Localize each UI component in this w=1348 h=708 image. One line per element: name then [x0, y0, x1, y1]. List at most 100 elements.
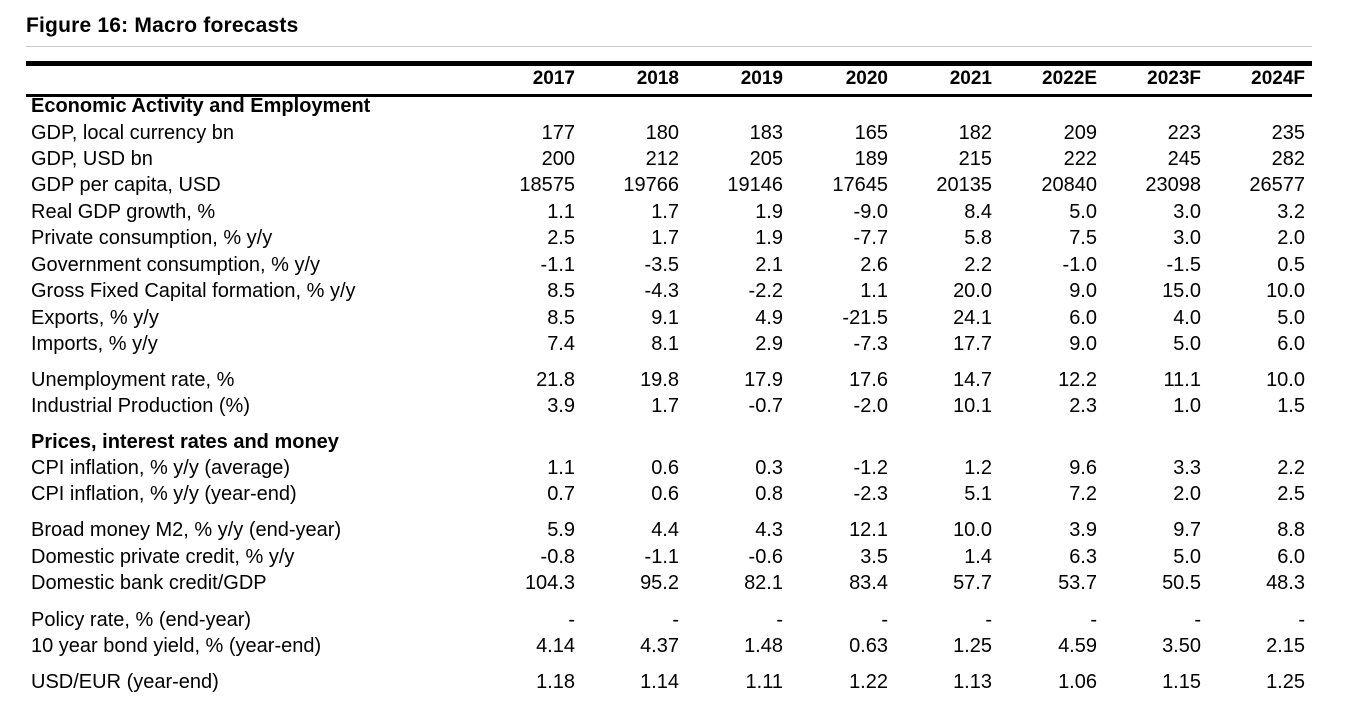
row-label: Policy rate, % (end-year) — [31, 609, 252, 631]
table-row: Exports, % y/y 8.5 9.1 4.9 -21.5 24.1 6.0 4.0 5.… — [0, 307, 1348, 333]
table-cell: -0.8 — [540, 546, 575, 568]
table-cell: 177 — [541, 122, 575, 144]
table-cell: -0.7 — [748, 395, 783, 417]
table-row: GDP, USD bn 200 212 205 189 215 222 245 282 — [0, 148, 1348, 174]
table-cell: 4.14 — [536, 635, 575, 657]
table-cell: 3.50 — [1162, 635, 1201, 657]
table-cell: 1.15 — [1162, 671, 1201, 693]
table-cell: 20135 — [936, 174, 992, 196]
table-cell: 23098 — [1145, 174, 1201, 196]
title-divider — [26, 46, 1312, 47]
table-cell: -2.2 — [748, 280, 783, 302]
row-label: Unemployment rate, % — [31, 369, 235, 391]
table-row: 10 year bond yield, % (year-end) 4.14 4.37… — [0, 635, 1348, 661]
table-cell: - — [1090, 609, 1097, 631]
table-cell: 8.8 — [1277, 519, 1305, 541]
table-cell: -1.1 — [644, 546, 679, 568]
table-cell: 2.6 — [860, 254, 888, 276]
year-header-2023f: 2023F — [1147, 68, 1201, 89]
table-row: Imports, % y/y 7.4 8.1 2.9 -7.3 17.7 9.0 5.0 6.0 — [0, 333, 1348, 359]
table-cell: 18575 — [519, 174, 575, 196]
table-cell: 1.25 — [1266, 671, 1305, 693]
table-cell: - — [881, 609, 888, 631]
year-header-2020: 2020 — [845, 68, 888, 89]
table-cell: 222 — [1063, 148, 1097, 170]
table-cell: -7.7 — [853, 227, 888, 249]
row-label: Broad money M2, % y/y (end-year) — [31, 519, 342, 541]
table-cell: 1.25 — [953, 635, 992, 657]
row-label: GDP per capita, USD — [31, 174, 221, 196]
table-cell: 8.5 — [547, 307, 575, 329]
year-header-2022e: 2022E — [1042, 68, 1097, 89]
row-label: GDP, local currency bn — [31, 122, 235, 144]
table-cell: 19146 — [727, 174, 783, 196]
table-cell: 235 — [1271, 122, 1305, 144]
table-cell: 1.0 — [1173, 395, 1201, 417]
table-cell: 0.7 — [547, 483, 575, 505]
table-cell: 5.0 — [1069, 201, 1097, 223]
table-row: GDP, local currency bn 177 180 183 165 182 209… — [0, 122, 1348, 148]
table-cell: 8.4 — [964, 201, 992, 223]
table-cell: 5.1 — [964, 483, 992, 505]
table-cell: 0.5 — [1277, 254, 1305, 276]
table-cell: 5.0 — [1173, 546, 1201, 568]
table-cell: 5.8 — [964, 227, 992, 249]
table-cell: - — [672, 609, 679, 631]
table-cell: 17.9 — [744, 369, 783, 391]
table-cell: 245 — [1167, 148, 1201, 170]
table-row: USD/EUR (year-end) 1.18 1.14 1.11 1.22 1.13 1.… — [0, 671, 1348, 697]
table-cell: 7.5 — [1069, 227, 1097, 249]
table-cell: 1.48 — [744, 635, 783, 657]
table-cell: 1.2 — [964, 457, 992, 479]
table-cell: 4.9 — [755, 307, 783, 329]
table-cell: 0.63 — [849, 635, 888, 657]
table-cell: 9.7 — [1173, 519, 1201, 541]
table-cell: 1.11 — [745, 671, 783, 693]
table-cell: 9.6 — [1069, 457, 1097, 479]
table-cell: 2.2 — [964, 254, 992, 276]
table-row: Broad money M2, % y/y (end-year) 5.9 4.4 4.… — [0, 519, 1348, 545]
table-cell: - — [1298, 609, 1305, 631]
table-cell: 282 — [1271, 148, 1305, 170]
table-cell: 215 — [958, 148, 992, 170]
table-cell: 180 — [645, 122, 679, 144]
table-cell: 24.1 — [953, 307, 992, 329]
table-cell: 1.4 — [964, 546, 992, 568]
table-cell: -2.3 — [853, 483, 888, 505]
year-header-2018: 2018 — [636, 68, 679, 89]
table-cell: 4.0 — [1173, 307, 1201, 329]
table-cell: 26577 — [1249, 174, 1305, 196]
table-cell: 6.0 — [1277, 333, 1305, 355]
table-cell: 1.14 — [640, 671, 679, 693]
table-row: CPI inflation, % y/y (year-end) 0.7 0.6 0.8… — [0, 483, 1348, 509]
table-cell: 4.37 — [640, 635, 679, 657]
table-cell: - — [776, 609, 783, 631]
table-row: Private consumption, % y/y 2.5 1.7 1.9 -7.7 5… — [0, 227, 1348, 253]
table-cell: 10.0 — [1266, 369, 1305, 391]
table-cell: 19.8 — [640, 369, 679, 391]
table-cell: 1.1 — [547, 201, 575, 223]
table-cell: 7.2 — [1069, 483, 1097, 505]
table-cell: 2.0 — [1277, 227, 1305, 249]
table-cell: 165 — [854, 122, 888, 144]
table-cell: -3.5 — [644, 254, 679, 276]
table-cell: - — [568, 609, 575, 631]
table-cell: 2.2 — [1277, 457, 1305, 479]
table-cell: 2.3 — [1069, 395, 1097, 417]
table-cell: 1.9 — [755, 227, 783, 249]
table-cell: 3.3 — [1173, 457, 1201, 479]
table-cell: 3.9 — [547, 395, 575, 417]
table-cell: 48.3 — [1266, 572, 1305, 594]
row-label: Imports, % y/y — [31, 333, 158, 355]
table-cell: 11.1 — [1163, 369, 1201, 391]
table-row: Industrial Production (%) 3.9 1.7 -0.7 -2.0 1… — [0, 395, 1348, 421]
table-cell: 4.3 — [755, 519, 783, 541]
year-header-2021: 2021 — [949, 68, 992, 89]
row-label: Industrial Production (%) — [31, 395, 250, 417]
table-row: Domestic private credit, % y/y -0.8 -1.1 -0… — [0, 546, 1348, 572]
table-cell: 9.1 — [651, 307, 679, 329]
table-row: Gross Fixed Capital formation, % y/y 8.5 -… — [0, 280, 1348, 306]
row-label: Real GDP growth, % — [31, 201, 216, 223]
table-cell: 8.1 — [651, 333, 679, 355]
table-cell: 205 — [749, 148, 783, 170]
